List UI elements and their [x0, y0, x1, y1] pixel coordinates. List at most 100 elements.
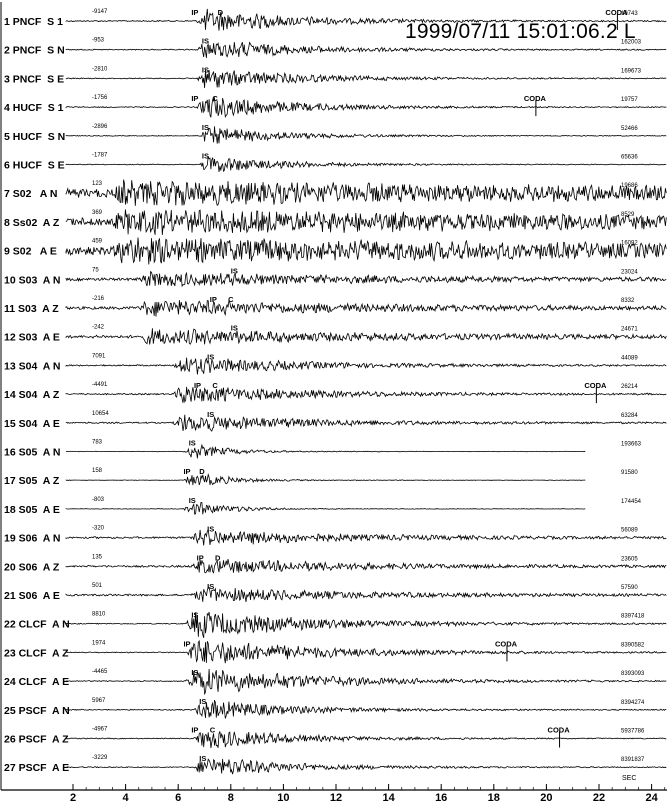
phase-pick-label: IS: [199, 697, 206, 706]
channel-label: 6 HUCF S E: [4, 160, 65, 172]
phase-pick-label: IS: [207, 352, 214, 361]
channel-label: 8 Ss02 A Z: [4, 217, 60, 229]
trace-max-value: 26214: [621, 384, 638, 390]
x-tick-label: 6: [175, 792, 181, 803]
trace-max-value: 19686: [621, 183, 638, 189]
phase-pick-label: D: [199, 467, 205, 476]
channel-label: 22 CLCF A N: [4, 619, 70, 631]
trace-min-value: -242: [92, 325, 105, 331]
waveform-trace: [65, 237, 667, 265]
channel-label: 20 S06 A Z: [4, 561, 60, 573]
phase-pick-label: IS: [189, 496, 196, 505]
trace-min-value: 158: [92, 468, 103, 474]
x-tick-label: 12: [330, 792, 342, 803]
x-tick-label: 2: [70, 792, 76, 803]
waveform-trace: [65, 69, 667, 89]
channel-label: 16 S05 A N: [4, 447, 60, 459]
trace-max-value: 193663: [621, 442, 642, 448]
waveform-trace: [65, 473, 586, 486]
trace-min-value: 123: [92, 181, 103, 187]
waveform-trace: [65, 97, 667, 119]
channel-label: 2 PNCF S N: [4, 45, 65, 57]
phase-pick-label: IP: [191, 8, 198, 17]
phase-pick-label: IP: [191, 726, 198, 735]
channel-label: 10 S03 A N: [4, 274, 60, 286]
x-tick-label: 14: [382, 792, 395, 803]
trace-max-value: 8391837: [621, 757, 645, 763]
phase-pick-label: IS: [191, 611, 198, 620]
trace-min-value: -2896: [92, 124, 108, 130]
trace-max-value: 63284: [621, 413, 638, 419]
trace-max-value: 169673: [621, 68, 642, 74]
phase-pick-label: D: [215, 553, 221, 562]
channel-label: 24 CLCF A E: [4, 676, 69, 688]
phase-pick-label: IP: [183, 467, 190, 476]
trace-min-value: 783: [92, 440, 103, 446]
waveform-trace: [65, 414, 667, 432]
phase-pick-label: D: [218, 8, 224, 17]
channel-label: 7 S02 A N: [4, 188, 58, 200]
waveform-trace: [65, 270, 667, 288]
trace-min-value: -1756: [92, 95, 108, 101]
waveform-trace: [65, 639, 667, 664]
trace-max-value: 52466: [621, 126, 638, 132]
channel-label: 19 S06 A N: [4, 533, 60, 545]
phase-pick-label: C: [212, 94, 218, 103]
waveform-trace: [65, 179, 667, 207]
channel-label: 26 PSCF A Z: [4, 734, 69, 746]
trace-min-value: -3229: [92, 755, 108, 761]
phase-pick-label: IS: [207, 410, 214, 419]
waveform-trace: [65, 357, 667, 375]
channel-label: 27 PSCF A E: [4, 762, 69, 774]
waveform-trace: [65, 8, 667, 31]
phase-pick-label: C: [212, 381, 218, 390]
phase-pick-label: IS: [231, 266, 238, 275]
trace-max-value: 23605: [621, 556, 638, 562]
phase-pick-label: IS: [199, 754, 206, 763]
phase-pick-label: C: [228, 295, 234, 304]
trace-min-value: -2810: [92, 66, 108, 72]
waveform-trace: [65, 731, 667, 749]
channel-label: 5 HUCF S N: [4, 131, 65, 143]
trace-min-value: 10654: [92, 411, 109, 417]
phase-pick-label: IS: [202, 65, 209, 74]
phase-pick-label: CODA: [605, 8, 628, 17]
channel-label: 17 S05 A Z: [4, 475, 60, 487]
trace-max-value: 8393093: [621, 671, 645, 677]
trace-max-value: 24671: [621, 327, 638, 333]
channel-label: 14 S04 A Z: [4, 389, 60, 401]
x-tick-label: 8: [228, 792, 234, 803]
trace-max-value: 174454: [621, 499, 642, 505]
phase-pick-label: CODA: [584, 381, 607, 390]
trace-max-value: 162003: [621, 40, 642, 46]
waveform-trace: [65, 126, 667, 144]
phase-pick-label: C: [210, 726, 216, 735]
x-tick-label: 16: [435, 792, 447, 803]
trace-min-value: 5967: [92, 698, 106, 704]
trace-max-value: 8332: [621, 298, 635, 304]
x-tick-label: 20: [540, 792, 552, 803]
trace-min-value: 8810: [92, 612, 106, 618]
event-timestamp-title: 1999/07/11 15:01:06.2 L: [405, 20, 636, 43]
phase-pick-label: CODA: [495, 639, 518, 648]
trace-max-value: 19743: [621, 11, 638, 17]
x-tick-label: 18: [488, 792, 500, 803]
waveform-trace: [65, 559, 667, 574]
waveform-trace: [65, 586, 667, 602]
phase-pick-label: IS: [207, 525, 214, 534]
x-unit-label: SEC: [622, 775, 636, 782]
channel-label: 15 S04 A E: [4, 418, 60, 430]
waveform-trace: [65, 501, 586, 515]
channel-label: 9 S02 A E: [4, 246, 57, 258]
trace-min-value: 501: [92, 583, 103, 589]
phase-pick-label: IS: [202, 37, 209, 46]
trace-max-value: 56089: [621, 528, 638, 534]
waveform-trace: [65, 700, 667, 719]
trace-max-value: 8397418: [621, 614, 645, 620]
trace-min-value: -4967: [92, 727, 108, 733]
phase-pick-label: IP: [183, 639, 190, 648]
trace-min-value: -953: [92, 38, 105, 44]
waveform-trace: [65, 758, 667, 775]
trace-min-value: -320: [92, 526, 105, 532]
